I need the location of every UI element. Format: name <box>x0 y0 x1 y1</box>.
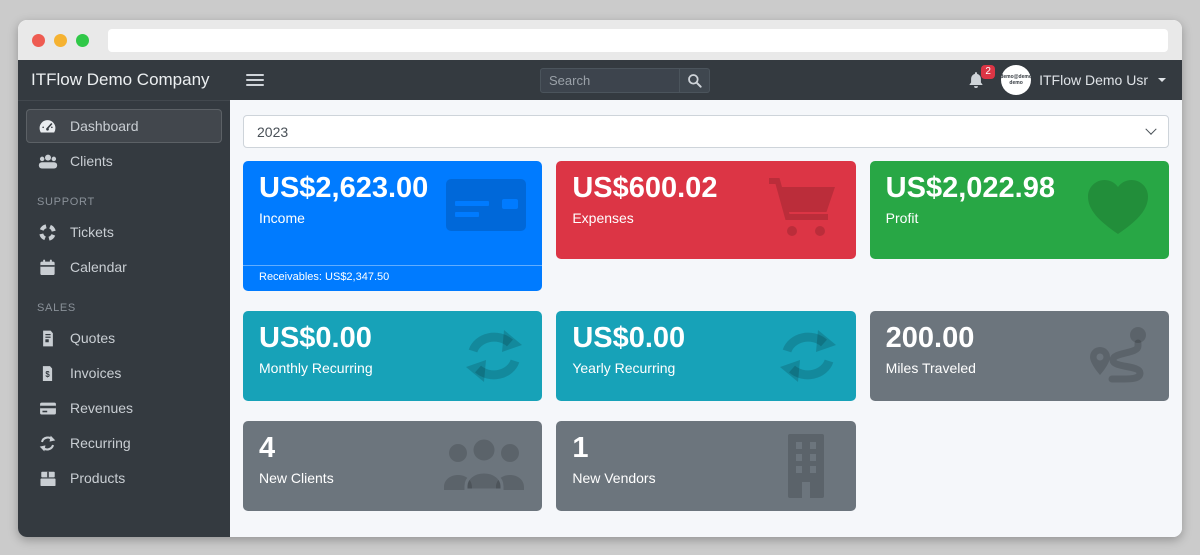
sidebar-item-products[interactable]: Products <box>26 461 222 495</box>
username-label: ITFlow Demo Usr <box>1039 72 1148 88</box>
card-label: Expenses <box>572 210 634 226</box>
card-amount: 1 <box>572 432 589 464</box>
credit-card-icon <box>36 399 59 418</box>
card-amount: US$0.00 <box>259 322 372 354</box>
menu-icon[interactable] <box>246 71 264 89</box>
card-amount: 4 <box>259 432 276 464</box>
chevron-down-icon <box>1145 123 1157 135</box>
browser-titlebar <box>18 20 1182 60</box>
sidebar-item-label: Invoices <box>70 365 122 381</box>
card-amount: US$2,022.98 <box>885 172 1055 204</box>
sidebar-item-label: Tickets <box>70 224 114 240</box>
sidebar-section-support: SUPPORT <box>37 196 95 208</box>
sidebar-item-clients[interactable]: Clients <box>26 144 222 178</box>
search-form <box>540 68 710 93</box>
credit-card-icon <box>446 179 527 231</box>
card-label: Profit <box>885 210 919 226</box>
file-dollar-icon: $ <box>36 364 59 383</box>
window-minimize-button[interactable] <box>54 33 67 47</box>
sync-icon <box>466 330 523 382</box>
sync-icon <box>779 330 836 382</box>
users-group-icon <box>444 436 525 492</box>
svg-text:$: $ <box>45 370 50 379</box>
avatar-text: demo <box>1009 80 1023 86</box>
card-yearly-recurring: US$0.00 Yearly Recurring <box>556 311 856 401</box>
card-income: US$2,623.00 Income Receivables: US$2,347… <box>243 161 543 291</box>
sidebar-item-tickets[interactable]: Tickets <box>26 215 222 249</box>
sidebar-item-invoices[interactable]: $ Invoices <box>26 356 222 390</box>
sidebar-item-quotes[interactable]: Quotes <box>26 321 222 355</box>
card-footer: Receivables: US$2,347.50 <box>243 265 543 291</box>
sidebar-item-label: Recurring <box>70 435 131 451</box>
card-label: Miles Traveled <box>885 360 976 376</box>
heart-icon <box>1088 180 1148 234</box>
sidebar-item-label: Quotes <box>70 330 116 346</box>
life-ring-icon <box>36 223 59 242</box>
notifications-button[interactable]: 2 <box>966 65 996 90</box>
card-expenses: US$600.02 Expenses <box>556 161 856 259</box>
avatar-text: demo@demo <box>1000 74 1032 80</box>
user-menu[interactable]: demo@demo demo ITFlow Demo Usr <box>1000 65 1166 95</box>
card-new-vendors: 1 New Vendors <box>556 421 856 511</box>
users-icon <box>36 151 59 171</box>
card-monthly-recurring: US$0.00 Monthly Recurring <box>243 311 543 401</box>
window-close-button[interactable] <box>32 33 45 47</box>
caret-down-icon <box>1158 78 1166 82</box>
top-navbar: 2 demo@demo demo ITFlow Demo Usr <box>230 60 1182 100</box>
card-label: New Vendors <box>572 470 656 486</box>
dashboard-content: 2023 US$2,623.00 Income Receivables: US$… <box>230 100 1182 537</box>
search-icon <box>688 74 702 88</box>
year-select[interactable]: 2023 <box>243 115 1169 148</box>
shopping-cart-icon <box>768 178 835 236</box>
brand-link[interactable]: ITFlow Demo Company <box>18 60 230 101</box>
avatar: demo@demo demo <box>1000 65 1032 95</box>
sync-icon <box>36 434 59 453</box>
sidebar-item-calendar[interactable]: Calendar <box>26 250 222 284</box>
card-new-clients: 4 New Clients <box>243 421 543 511</box>
sidebar-section-sales: SALES <box>37 302 76 314</box>
route-icon <box>1090 327 1146 383</box>
sidebar-item-revenues[interactable]: Revenues <box>26 391 222 425</box>
bell-icon <box>969 72 983 88</box>
year-select-value: 2023 <box>257 123 289 140</box>
browser-window: ITFlow Demo Company Dashboard Clients SU… <box>18 20 1182 537</box>
card-amount: US$2,623.00 <box>259 172 429 204</box>
card-label: New Clients <box>259 470 334 486</box>
card-amount: US$600.02 <box>572 172 718 204</box>
sidebar-item-label: Clients <box>70 153 113 169</box>
sidebar-item-label: Revenues <box>70 400 134 416</box>
notification-badge: 2 <box>981 65 996 79</box>
card-label: Income <box>259 210 305 226</box>
sidebar-item-label: Calendar <box>70 259 127 275</box>
card-amount: US$0.00 <box>572 322 686 354</box>
tachometer-icon <box>36 117 59 136</box>
search-input[interactable] <box>540 68 680 93</box>
sidebar-item-recurring[interactable]: Recurring <box>26 426 222 460</box>
sidebar-nav: Dashboard Clients SUPPORT Tickets <box>18 101 230 496</box>
card-label: Monthly Recurring <box>259 360 373 376</box>
box-icon <box>36 469 59 488</box>
address-bar[interactable] <box>108 28 1168 52</box>
search-button[interactable] <box>680 68 710 93</box>
card-miles-traveled: 200.00 Miles Traveled <box>869 311 1169 401</box>
window-zoom-button[interactable] <box>76 33 89 47</box>
file-invoice-icon <box>36 329 59 348</box>
sidebar-item-dashboard[interactable]: Dashboard <box>26 109 222 143</box>
sidebar-item-label: Dashboard <box>70 118 139 134</box>
building-icon <box>787 434 824 498</box>
sidebar-item-label: Products <box>70 470 126 486</box>
sidebar: ITFlow Demo Company Dashboard Clients SU… <box>18 60 230 537</box>
card-amount: 200.00 <box>885 322 975 354</box>
calendar-icon <box>36 258 59 277</box>
card-profit: US$2,022.98 Profit <box>869 161 1169 259</box>
card-label: Yearly Recurring <box>572 360 676 376</box>
stats-grid: US$2,623.00 Income Receivables: US$2,347… <box>243 161 1169 511</box>
